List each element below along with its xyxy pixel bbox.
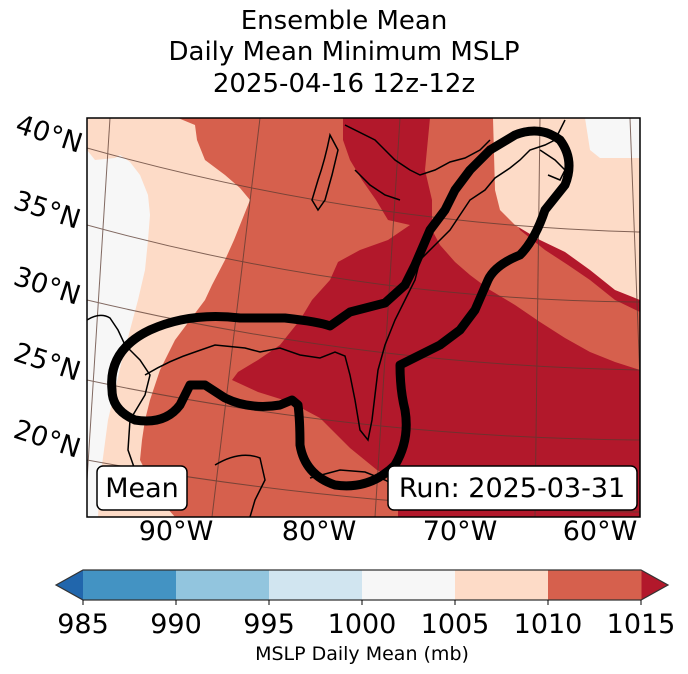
- colorbar-segment-1010-1015: [548, 570, 642, 600]
- lon-label-70w: 70°W: [423, 516, 498, 547]
- colorbar-under-arrow: [56, 570, 83, 600]
- lat-label-25: 25°N: [10, 337, 84, 388]
- colorbar-tick-990: 990: [150, 609, 202, 640]
- colorbar-segment-1005-1010: [455, 570, 549, 600]
- colorbar-tick-1005: 1005: [421, 609, 490, 640]
- lon-label-60w: 60°W: [563, 516, 638, 547]
- title-line-1: Ensemble Mean: [240, 6, 448, 36]
- lat-label-20: 20°N: [10, 414, 84, 465]
- mean-label-box: Mean: [96, 465, 188, 511]
- colorbar-label: MSLP Daily Mean (mb): [255, 643, 469, 665]
- title-line-2: Daily Mean Minimum MSLP: [168, 37, 520, 67]
- colorbar-segment-995-1000: [269, 570, 363, 600]
- colorbar-segment-1000-1005: [362, 570, 456, 600]
- colorbar-tick-985: 985: [57, 609, 109, 640]
- latitude-labels: 40°N 35°N 30°N 25°N 20°N: [10, 109, 86, 465]
- longitude-labels: 90°W 80°W 70°W 60°W: [139, 516, 638, 547]
- lat-label-40: 40°N: [12, 109, 86, 160]
- colorbar: 985 990 995 1000 1005 1010 1015: [54, 569, 676, 640]
- colorbar-tick-995: 995: [243, 609, 295, 640]
- colorbar-over-arrow: [641, 570, 668, 600]
- title-line-3: 2025-04-16 12z-12z: [212, 69, 476, 99]
- colorbar-segment-985-990: [83, 570, 177, 600]
- colorbar-tick-1015: 1015: [607, 609, 676, 640]
- lat-label-30: 30°N: [10, 261, 84, 312]
- mean-label-text: Mean: [105, 473, 179, 504]
- highlight-contour: [107, 126, 574, 491]
- lon-label-90w: 90°W: [139, 516, 214, 547]
- field-1000-1005-east: [585, 118, 640, 158]
- field-1005-1010-east: [493, 118, 640, 300]
- run-label-text: Run: 2025-03-31: [399, 473, 625, 504]
- colorbar-tick-1010: 1010: [514, 609, 583, 640]
- colorbar-segment-990-995: [176, 570, 270, 600]
- run-label-box: Run: 2025-03-31: [387, 465, 638, 511]
- lon-label-80w: 80°W: [282, 516, 357, 547]
- map-frame: [86, 117, 641, 518]
- colorbar-tick-1000: 1000: [328, 609, 397, 640]
- field-1000-1005-west: [87, 150, 150, 517]
- map-panel: Mean Run: 2025-03-31: [87, 118, 640, 517]
- lat-label-35: 35°N: [10, 185, 84, 236]
